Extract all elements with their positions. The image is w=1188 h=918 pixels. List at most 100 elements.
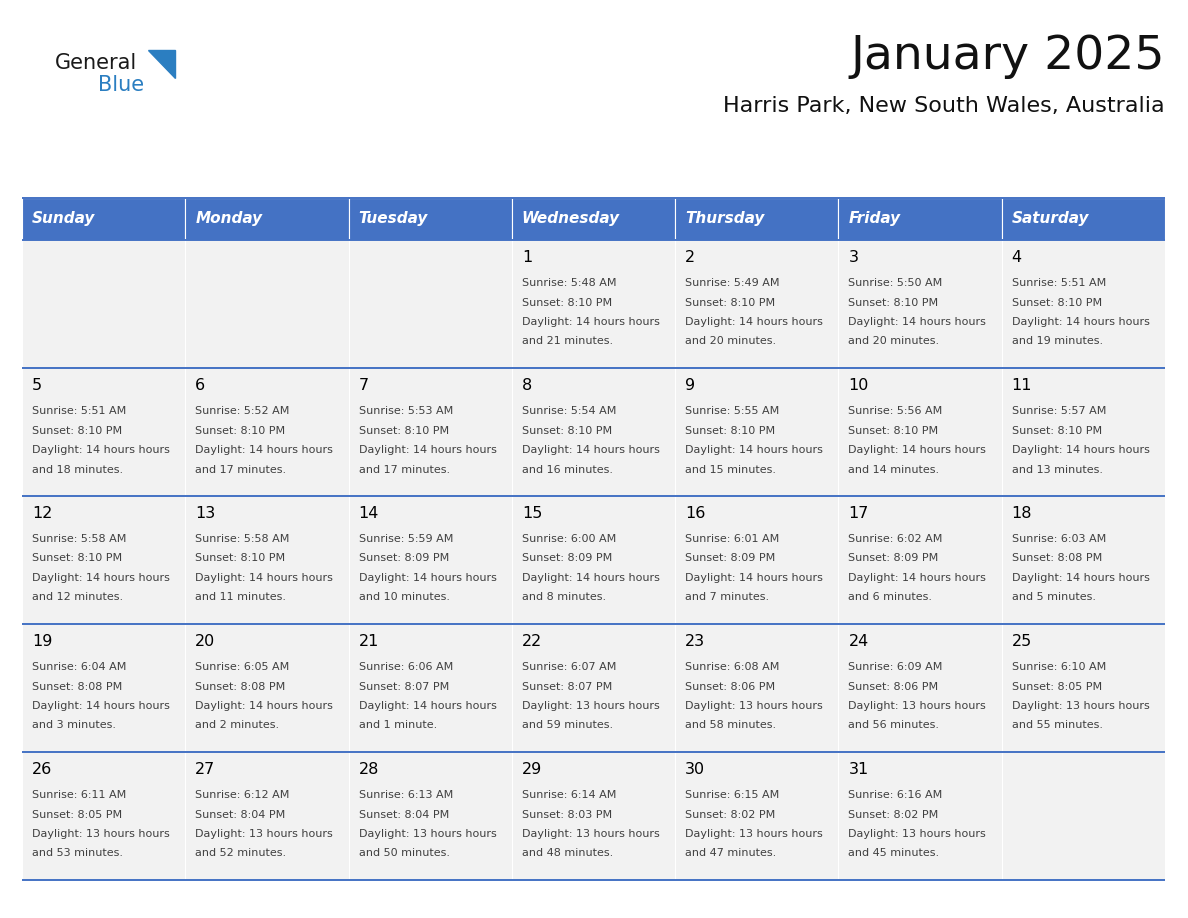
Bar [1001,624,1165,752]
Text: 9: 9 [685,378,695,393]
Bar [839,624,1001,752]
Bar [348,240,512,368]
Bar [185,240,348,368]
Text: Sunrise: 6:02 AM: Sunrise: 6:02 AM [848,534,943,544]
Text: Daylight: 13 hours hours: Daylight: 13 hours hours [685,829,823,839]
Text: 7: 7 [359,378,368,393]
Bar [185,496,348,624]
Text: Sunrise: 6:10 AM: Sunrise: 6:10 AM [1012,662,1106,672]
Text: 5: 5 [32,378,42,393]
Text: and 58 minutes.: and 58 minutes. [685,721,776,731]
Text: Sunrise: 5:51 AM: Sunrise: 5:51 AM [1012,278,1106,288]
Bar [348,496,512,624]
Text: Daylight: 14 hours hours: Daylight: 14 hours hours [685,445,823,455]
Bar [1001,496,1165,624]
Bar [839,198,1001,240]
Text: and 55 minutes.: and 55 minutes. [1012,721,1102,731]
Text: Daylight: 14 hours hours: Daylight: 14 hours hours [685,573,823,583]
Text: Daylight: 14 hours hours: Daylight: 14 hours hours [359,445,497,455]
Text: Sunrise: 6:08 AM: Sunrise: 6:08 AM [685,662,779,672]
Text: Daylight: 13 hours hours: Daylight: 13 hours hours [359,829,497,839]
Text: Daylight: 14 hours hours: Daylight: 14 hours hours [359,573,497,583]
Text: 6: 6 [195,378,206,393]
Text: Monday: Monday [195,211,263,227]
Text: and 2 minutes.: and 2 minutes. [195,721,279,731]
Bar [1001,198,1165,240]
Text: and 1 minute.: and 1 minute. [359,721,437,731]
Text: Sunset: 8:10 PM: Sunset: 8:10 PM [195,554,285,564]
Text: Daylight: 14 hours hours: Daylight: 14 hours hours [685,317,823,327]
Text: Sunrise: 5:52 AM: Sunrise: 5:52 AM [195,406,290,416]
Text: and 8 minutes.: and 8 minutes. [522,592,606,602]
Text: Daylight: 14 hours hours: Daylight: 14 hours hours [522,445,659,455]
Text: Sunset: 8:09 PM: Sunset: 8:09 PM [359,554,449,564]
Bar [23,624,185,752]
Text: and 20 minutes.: and 20 minutes. [848,337,940,346]
Bar [23,240,185,368]
Text: Sunset: 8:02 PM: Sunset: 8:02 PM [848,810,939,820]
Bar [839,240,1001,368]
Text: Daylight: 14 hours hours: Daylight: 14 hours hours [522,317,659,327]
Text: 15: 15 [522,506,542,521]
Text: Sunset: 8:04 PM: Sunset: 8:04 PM [195,810,285,820]
Text: Sunrise: 6:04 AM: Sunrise: 6:04 AM [32,662,126,672]
Text: and 50 minutes.: and 50 minutes. [359,848,449,858]
Text: Daylight: 13 hours hours: Daylight: 13 hours hours [848,829,986,839]
Text: Sunset: 8:10 PM: Sunset: 8:10 PM [848,426,939,435]
Bar [512,496,675,624]
Text: Daylight: 14 hours hours: Daylight: 14 hours hours [848,445,986,455]
Text: Friday: Friday [848,211,901,227]
Bar [839,368,1001,496]
Bar [512,240,675,368]
Text: Sunset: 8:10 PM: Sunset: 8:10 PM [685,426,776,435]
Text: and 12 minutes.: and 12 minutes. [32,592,124,602]
Text: Sunrise: 6:05 AM: Sunrise: 6:05 AM [195,662,290,672]
Text: Daylight: 14 hours hours: Daylight: 14 hours hours [195,701,333,711]
Text: Sunset: 8:02 PM: Sunset: 8:02 PM [685,810,776,820]
Text: Sunrise: 6:11 AM: Sunrise: 6:11 AM [32,790,126,800]
Text: Sunrise: 5:51 AM: Sunrise: 5:51 AM [32,406,126,416]
Text: Sunset: 8:10 PM: Sunset: 8:10 PM [1012,297,1101,308]
Text: 30: 30 [685,762,706,777]
Text: and 47 minutes.: and 47 minutes. [685,848,777,858]
Text: and 3 minutes.: and 3 minutes. [32,721,116,731]
Text: Daylight: 14 hours hours: Daylight: 14 hours hours [848,573,986,583]
Text: and 6 minutes.: and 6 minutes. [848,592,933,602]
Text: and 52 minutes.: and 52 minutes. [195,848,286,858]
Bar [348,752,512,880]
Text: Sunrise: 6:15 AM: Sunrise: 6:15 AM [685,790,779,800]
Text: Wednesday: Wednesday [522,211,620,227]
Text: Sunrise: 6:00 AM: Sunrise: 6:00 AM [522,534,617,544]
Text: Sunrise: 6:16 AM: Sunrise: 6:16 AM [848,790,943,800]
Text: Sunset: 8:10 PM: Sunset: 8:10 PM [1012,426,1101,435]
Bar [512,624,675,752]
Text: Sunrise: 6:09 AM: Sunrise: 6:09 AM [848,662,943,672]
Bar [675,198,839,240]
Text: Sunrise: 5:58 AM: Sunrise: 5:58 AM [32,534,126,544]
Bar [185,624,348,752]
Text: and 21 minutes.: and 21 minutes. [522,337,613,346]
Text: Sunset: 8:09 PM: Sunset: 8:09 PM [848,554,939,564]
Text: Sunrise: 6:01 AM: Sunrise: 6:01 AM [685,534,779,544]
Text: Sunset: 8:03 PM: Sunset: 8:03 PM [522,810,612,820]
Text: Daylight: 14 hours hours: Daylight: 14 hours hours [1012,317,1150,327]
Text: Daylight: 14 hours hours: Daylight: 14 hours hours [848,317,986,327]
Text: Daylight: 14 hours hours: Daylight: 14 hours hours [1012,573,1150,583]
Text: Sunset: 8:08 PM: Sunset: 8:08 PM [195,681,285,691]
Text: Sunset: 8:08 PM: Sunset: 8:08 PM [32,681,122,691]
Text: Sunset: 8:07 PM: Sunset: 8:07 PM [359,681,449,691]
Text: 25: 25 [1012,634,1032,649]
Text: and 56 minutes.: and 56 minutes. [848,721,940,731]
Bar [185,368,348,496]
Text: Sunrise: 5:57 AM: Sunrise: 5:57 AM [1012,406,1106,416]
Bar [512,368,675,496]
Text: Daylight: 13 hours hours: Daylight: 13 hours hours [522,701,659,711]
Bar [23,198,185,240]
Bar [348,624,512,752]
Bar [23,496,185,624]
Text: Sunrise: 6:03 AM: Sunrise: 6:03 AM [1012,534,1106,544]
Text: Daylight: 13 hours hours: Daylight: 13 hours hours [848,701,986,711]
Text: General: General [55,53,138,73]
Bar [23,752,185,880]
Text: and 18 minutes.: and 18 minutes. [32,465,124,475]
